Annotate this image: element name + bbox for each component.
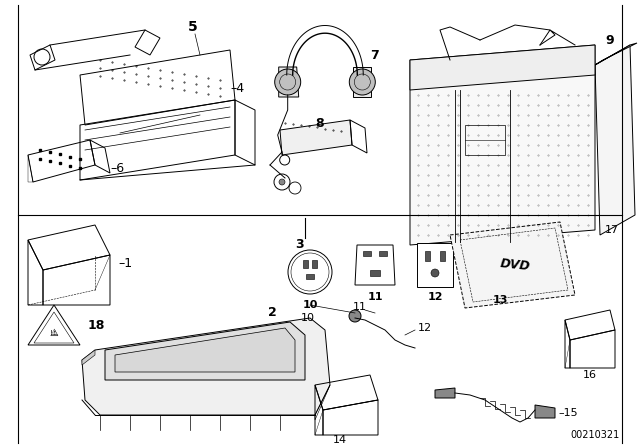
Text: 9: 9 — [605, 34, 614, 47]
Text: 13: 13 — [492, 295, 508, 305]
Bar — [303, 260, 308, 268]
Text: !⚠: !⚠ — [49, 330, 59, 336]
Circle shape — [478, 246, 522, 290]
Circle shape — [349, 310, 361, 322]
Polygon shape — [450, 222, 575, 308]
Polygon shape — [280, 120, 352, 155]
Circle shape — [503, 258, 513, 268]
Text: –4: –4 — [230, 82, 244, 95]
Polygon shape — [28, 305, 80, 345]
Text: 10: 10 — [301, 313, 315, 323]
Text: 8: 8 — [315, 116, 324, 129]
Text: –6: –6 — [110, 161, 124, 175]
Polygon shape — [435, 388, 455, 398]
Bar — [306, 274, 314, 279]
Text: 3: 3 — [296, 237, 304, 250]
Polygon shape — [82, 318, 330, 415]
Polygon shape — [355, 245, 395, 285]
Text: 7: 7 — [370, 48, 379, 61]
Polygon shape — [595, 45, 635, 235]
Polygon shape — [595, 43, 637, 65]
Circle shape — [288, 250, 332, 294]
Circle shape — [431, 269, 439, 277]
Bar — [312, 260, 317, 268]
Polygon shape — [105, 322, 305, 380]
Circle shape — [279, 179, 285, 185]
Text: 12: 12 — [418, 323, 432, 333]
Text: 11: 11 — [367, 292, 383, 302]
Text: ⚠: ⚠ — [50, 328, 58, 338]
Circle shape — [487, 258, 497, 268]
Text: 5: 5 — [188, 20, 198, 34]
Text: 14: 14 — [333, 435, 347, 445]
Bar — [440, 251, 445, 261]
Circle shape — [274, 174, 290, 190]
Circle shape — [275, 69, 301, 95]
Circle shape — [349, 69, 375, 95]
Polygon shape — [417, 243, 453, 287]
Text: –1: –1 — [118, 257, 132, 270]
Text: 2: 2 — [268, 306, 276, 319]
Polygon shape — [278, 67, 299, 97]
Text: DVD: DVD — [499, 257, 531, 273]
Text: 17: 17 — [605, 225, 619, 235]
Polygon shape — [535, 405, 555, 418]
Polygon shape — [410, 45, 595, 90]
Bar — [363, 251, 371, 256]
Polygon shape — [410, 45, 595, 245]
Text: –15: –15 — [558, 408, 578, 418]
Text: 10: 10 — [302, 300, 317, 310]
Text: 00210321: 00210321 — [571, 430, 620, 440]
Bar — [465, 125, 505, 155]
Bar — [370, 270, 380, 276]
Bar — [379, 251, 387, 256]
Text: 12: 12 — [428, 292, 443, 302]
Polygon shape — [115, 328, 295, 372]
Text: 16: 16 — [583, 370, 597, 380]
Polygon shape — [353, 67, 371, 97]
Polygon shape — [82, 350, 95, 365]
Text: 11: 11 — [353, 302, 367, 312]
Text: 18: 18 — [88, 319, 106, 332]
Bar — [425, 251, 430, 261]
